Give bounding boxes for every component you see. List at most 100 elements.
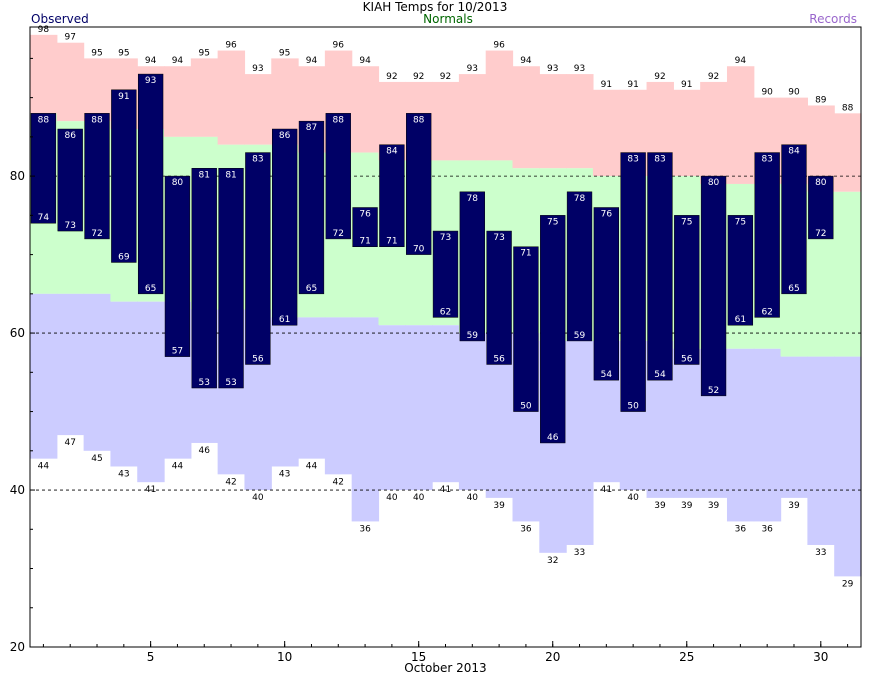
observed-high-label: 86 (64, 131, 76, 141)
record-low-band (30, 293, 58, 459)
observed-high-label: 78 (467, 194, 479, 204)
observed-bar (137, 73, 164, 295)
record-low-label: 32 (547, 556, 558, 566)
record-low-band (83, 293, 112, 451)
record-high-label: 95 (279, 48, 290, 58)
record-low-label: 36 (359, 524, 371, 534)
record-low-band (56, 293, 85, 436)
observed-high-label: 88 (38, 115, 50, 125)
record-high-label: 94 (735, 56, 747, 66)
record-low-label: 41 (440, 485, 451, 495)
observed-high-label: 73 (440, 233, 451, 243)
record-low-label: 44 (306, 462, 318, 472)
record-low-label: 40 (413, 493, 425, 503)
record-high-label: 96 (225, 41, 237, 51)
record-high-label: 97 (64, 33, 75, 43)
x-tick-label: 5 (147, 650, 155, 664)
observed-bar (674, 215, 700, 365)
record-low-label: 42 (225, 477, 236, 487)
observed-bar (272, 128, 298, 326)
record-high-label: 90 (761, 88, 773, 98)
observed-high-label: 83 (761, 155, 772, 165)
observed-high-label: 88 (413, 115, 425, 125)
record-high-band (834, 113, 862, 192)
observed-low-label: 52 (708, 386, 719, 396)
observed-low-label: 56 (493, 354, 505, 364)
record-low-band (753, 348, 782, 522)
observed-bar (459, 191, 485, 342)
observed-high-label: 75 (547, 217, 558, 227)
record-low-band (271, 317, 299, 467)
observed-high-label: 91 (118, 92, 129, 102)
observed-bar (30, 113, 57, 224)
record-low-label: 46 (199, 446, 211, 456)
record-low-band (780, 356, 808, 498)
y-tick-label: 40 (10, 483, 25, 497)
record-low-band (432, 325, 460, 483)
record-low-band (405, 325, 433, 491)
observed-low-label: 73 (64, 221, 75, 231)
record-high-band (539, 74, 567, 169)
observed-bar (352, 207, 378, 247)
observed-bar (727, 215, 754, 326)
observed-high-label: 80 (815, 178, 827, 188)
observed-low-label: 59 (467, 331, 479, 341)
y-tick-label: 20 (10, 640, 25, 654)
record-low-label: 39 (708, 501, 720, 511)
legend-observed: Observed (31, 12, 89, 26)
record-low-label: 36 (735, 524, 747, 534)
record-low-band (378, 325, 406, 491)
record-high-band (673, 89, 701, 177)
observed-high-label: 87 (306, 123, 317, 133)
observed-low-label: 71 (359, 237, 370, 247)
observed-bar (432, 230, 459, 318)
record-high-label: 91 (601, 80, 612, 90)
record-low-band (834, 356, 862, 577)
record-high-label: 95 (118, 48, 129, 58)
observed-high-label: 71 (520, 249, 531, 259)
observed-low-label: 59 (574, 331, 586, 341)
record-low-band (351, 317, 380, 522)
observed-high-label: 73 (493, 233, 504, 243)
record-high-label: 93 (547, 64, 558, 74)
record-low-label: 39 (681, 501, 693, 511)
observed-low-label: 74 (38, 213, 50, 223)
observed-low-label: 50 (520, 402, 532, 412)
observed-low-label: 69 (118, 252, 130, 262)
observed-low-label: 72 (91, 229, 102, 239)
record-low-label: 43 (118, 469, 129, 479)
record-high-band (30, 34, 58, 114)
record-high-band (458, 74, 487, 161)
record-high-band (164, 66, 192, 137)
observed-high-label: 81 (225, 170, 236, 180)
y-tick-label: 60 (10, 326, 25, 340)
record-high-label: 95 (199, 48, 210, 58)
record-high-band (244, 74, 272, 145)
observed-bar (754, 152, 780, 318)
observed-low-label: 71 (386, 237, 397, 247)
observed-low-label: 56 (681, 354, 693, 364)
record-high-label: 92 (708, 72, 719, 82)
observed-high-label: 78 (574, 194, 586, 204)
record-low-band (137, 301, 165, 483)
record-high-band (351, 66, 380, 153)
record-high-label: 94 (306, 56, 318, 66)
legend-records: Records (809, 12, 857, 26)
record-low-label: 36 (761, 524, 773, 534)
observed-low-label: 62 (440, 307, 451, 317)
observed-bar (298, 120, 325, 295)
record-high-label: 98 (38, 25, 50, 35)
record-high-band (190, 58, 219, 137)
record-low-label: 47 (64, 438, 75, 448)
record-high-label: 92 (386, 72, 397, 82)
record-low-label: 41 (145, 485, 156, 495)
record-high-band (56, 42, 85, 122)
observed-low-label: 61 (735, 315, 746, 325)
record-high-label: 93 (467, 64, 478, 74)
observed-high-label: 80 (172, 178, 184, 188)
record-low-band (324, 317, 353, 475)
record-high-band (485, 50, 514, 161)
record-high-band (217, 50, 246, 145)
record-high-label: 93 (574, 64, 585, 74)
